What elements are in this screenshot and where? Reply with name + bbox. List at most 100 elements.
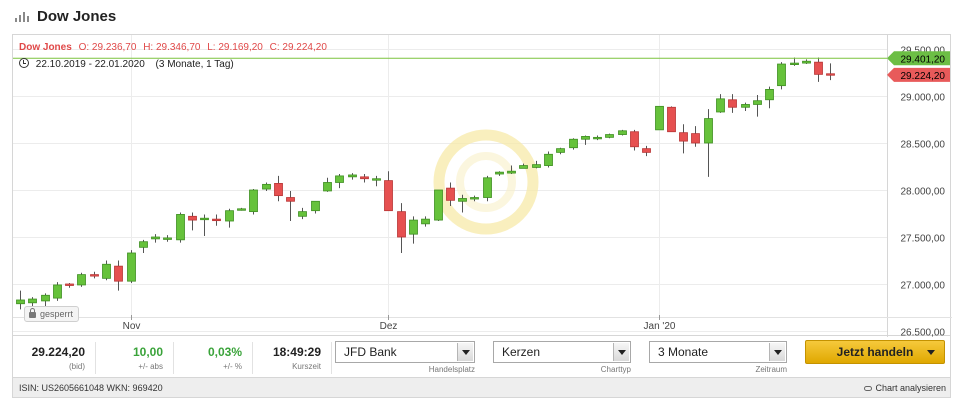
charttyp-select[interactable]: Kerzen Charttyp: [493, 341, 631, 374]
candle-body[interactable]: [348, 174, 357, 178]
candle-body[interactable]: [41, 294, 50, 302]
candle-body[interactable]: [507, 170, 516, 174]
stat-abs-label: +/- abs: [138, 362, 163, 371]
link-icon: [864, 386, 873, 391]
chart-analyze-link[interactable]: Chart analysieren: [864, 383, 946, 393]
stat-time: 18:49:29 Kurszeit: [258, 345, 321, 371]
candle-body[interactable]: [519, 165, 528, 169]
charttyp-value: Kerzen: [502, 345, 541, 359]
candlestick-chart[interactable]: 26.500,00 27.000,00 27.500,00 28.000,00 28.5…: [13, 35, 952, 337]
caret-down-icon: [927, 350, 935, 355]
trade-now-button[interactable]: Jetzt handeln: [805, 340, 945, 364]
candle-body[interactable]: [753, 100, 762, 105]
candle-body[interactable]: [544, 153, 553, 166]
candle-body[interactable]: [618, 130, 627, 135]
locked-badge: gesperrt: [24, 306, 80, 322]
candle-body[interactable]: [397, 211, 406, 238]
candle-body[interactable]: [458, 198, 467, 202]
candle-body[interactable]: [741, 104, 750, 108]
x-tick-label: Dez: [380, 321, 398, 332]
legend-symbol: Dow Jones: [19, 42, 72, 53]
candle-body[interactable]: [569, 138, 578, 149]
candle-body[interactable]: [704, 118, 713, 144]
candle-body[interactable]: [212, 218, 221, 222]
candle-body[interactable]: [434, 189, 443, 221]
candle-body[interactable]: [176, 214, 185, 241]
zeitraum-select[interactable]: 3 Monate Zeitraum: [649, 341, 787, 374]
candle-body[interactable]: [335, 175, 344, 183]
candle-body[interactable]: [667, 106, 676, 133]
candle-body[interactable]: [421, 218, 430, 225]
handelsplatz-value: JFD Bank: [344, 345, 397, 359]
candle-body[interactable]: [114, 265, 123, 282]
candle-body[interactable]: [249, 189, 258, 213]
candle-body[interactable]: [139, 241, 148, 248]
candle-body[interactable]: [630, 131, 639, 148]
candle-body[interactable]: [360, 176, 369, 180]
candle-body[interactable]: [311, 200, 320, 212]
candle-body[interactable]: [483, 177, 492, 198]
candle-body[interactable]: [77, 274, 86, 286]
candle-body[interactable]: [323, 182, 332, 192]
candle-body[interactable]: [274, 183, 283, 197]
stat-time-label: Kurszeit: [292, 362, 321, 371]
candle-body[interactable]: [605, 134, 614, 138]
candle-body[interactable]: [286, 197, 295, 202]
candle-body[interactable]: [593, 136, 602, 140]
y-tick-label: 29.000,00: [901, 93, 946, 104]
candle-body[interactable]: [679, 132, 688, 142]
candle-body[interactable]: [237, 208, 246, 211]
candle-body[interactable]: [495, 171, 504, 175]
candle-body[interactable]: [28, 298, 37, 304]
candle-body[interactable]: [102, 263, 111, 279]
ohlc-legend: Dow Jones O: 29.236,70 H: 29.346,70 L: 2…: [19, 42, 331, 53]
candle-body[interactable]: [826, 73, 835, 76]
candle-body[interactable]: [446, 187, 455, 201]
y-tick-label: 28.000,00: [901, 187, 946, 198]
candle-body[interactable]: [581, 136, 590, 140]
candle-body[interactable]: [163, 237, 172, 240]
candle-body[interactable]: [372, 178, 381, 181]
candle-body[interactable]: [655, 105, 664, 131]
candle-body[interactable]: [777, 63, 786, 87]
candle-body[interactable]: [790, 62, 799, 66]
chart-area[interactable]: 26.500,00 27.000,00 27.500,00 28.000,00 28.5…: [12, 34, 952, 337]
handelsplatz-select[interactable]: JFD Bank Handelsplatz: [335, 341, 475, 374]
charttyp-dropdown[interactable]: Kerzen: [493, 341, 631, 363]
candle-body[interactable]: [802, 60, 811, 64]
candle-body[interactable]: [127, 252, 136, 282]
header: Dow Jones: [0, 0, 963, 34]
candle-body[interactable]: [225, 210, 234, 222]
candle-body[interactable]: [409, 219, 418, 235]
charttyp-label: Charttyp: [600, 365, 631, 374]
candle-body[interactable]: [90, 274, 99, 277]
stat-bid-label: (bid): [68, 362, 85, 371]
candle-body[interactable]: [716, 98, 725, 113]
candle-body[interactable]: [200, 217, 209, 221]
candle-body[interactable]: [53, 284, 62, 299]
candle-body[interactable]: [151, 236, 160, 240]
chevron-down-icon[interactable]: [613, 343, 629, 361]
candle-body[interactable]: [298, 211, 307, 217]
candle-body[interactable]: [814, 61, 823, 75]
chevron-down-icon[interactable]: [769, 343, 785, 361]
candle-body[interactable]: [532, 164, 541, 168]
zeitraum-dropdown[interactable]: 3 Monate: [649, 341, 787, 363]
candle-body[interactable]: [642, 148, 651, 153]
legend-high: H: 29.346,70: [143, 42, 201, 53]
candle-body[interactable]: [765, 89, 774, 101]
period-range: 22.10.2019 - 22.01.2020: [35, 59, 145, 70]
candle-body[interactable]: [262, 183, 271, 190]
candle-body[interactable]: [188, 215, 197, 221]
candle-body[interactable]: [65, 283, 74, 286]
candle-body[interactable]: [691, 133, 700, 144]
chevron-down-icon[interactable]: [457, 343, 473, 361]
candle-body[interactable]: [728, 99, 737, 108]
stat-pct-label: +/- %: [223, 362, 242, 371]
candle-body[interactable]: [384, 180, 393, 212]
candle-body[interactable]: [556, 148, 565, 153]
candle-body[interactable]: [16, 299, 25, 305]
handelsplatz-dropdown[interactable]: JFD Bank: [335, 341, 475, 363]
stat-pct: 0,03% +/- %: [179, 345, 242, 371]
candle-body[interactable]: [470, 197, 479, 200]
